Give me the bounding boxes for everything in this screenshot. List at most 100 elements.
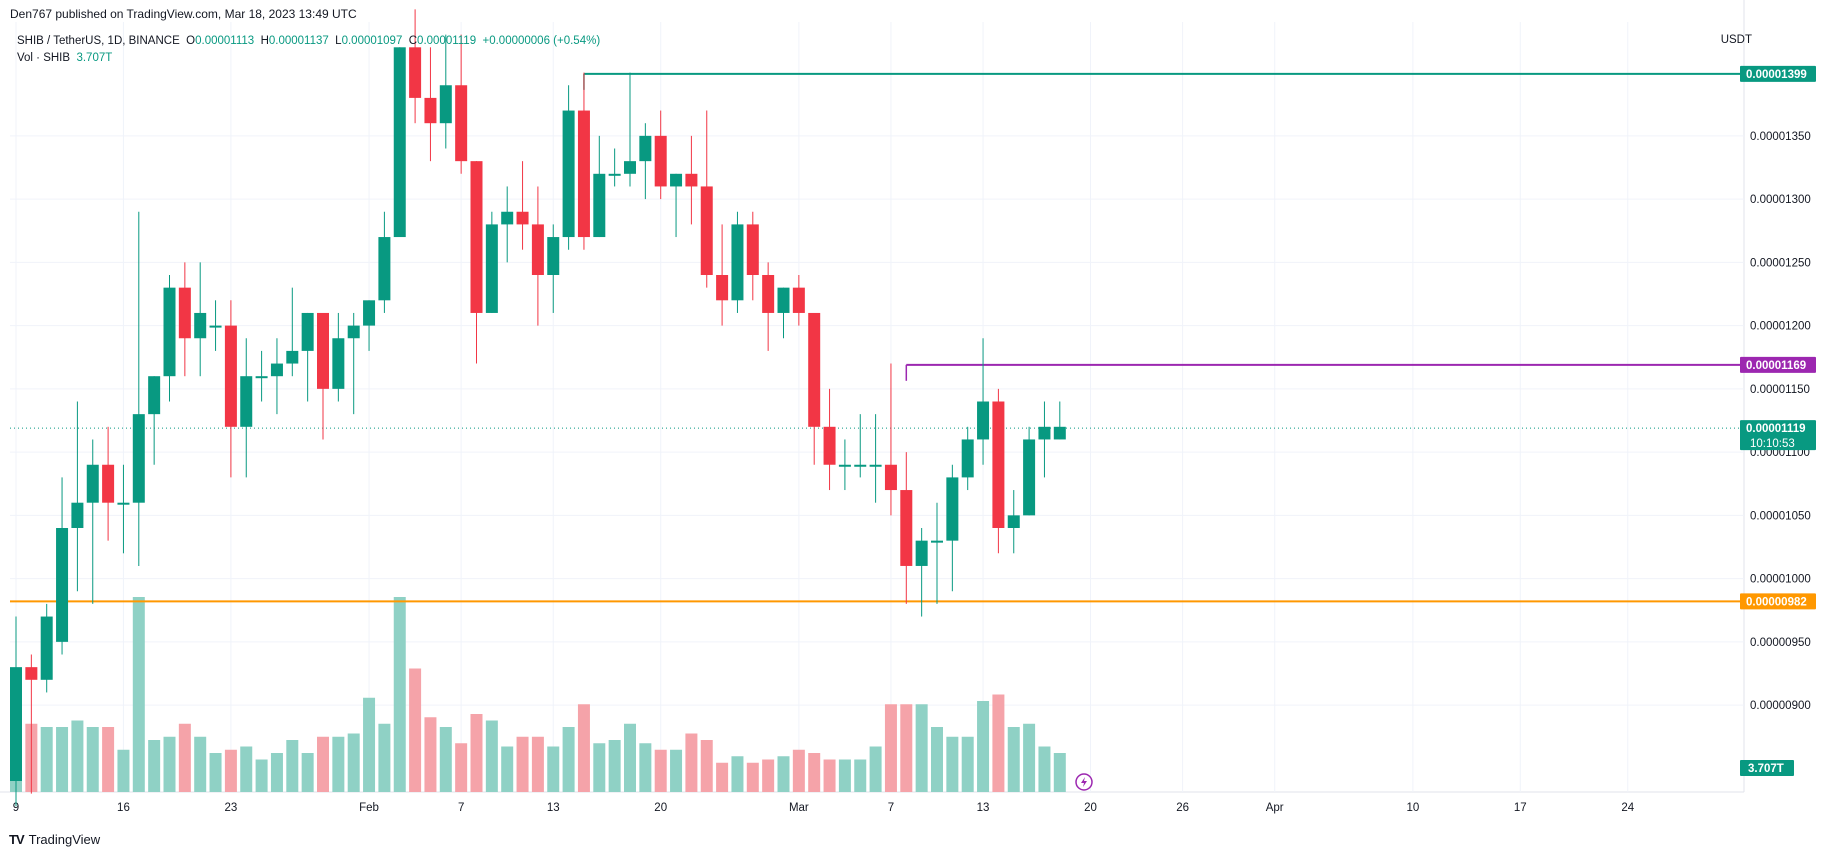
candle-body (1038, 426, 1051, 440)
volume-bar (608, 740, 621, 792)
y-tick-label: 0.00001300 (1750, 194, 1811, 206)
volume-bar (1023, 723, 1036, 792)
volume-bar (439, 727, 452, 792)
x-tick-label: 7 (888, 802, 894, 814)
countdown-label: 10:10:53 (1750, 438, 1795, 450)
volume-bar (869, 746, 882, 792)
tradingview-brand: TradingView (28, 832, 101, 847)
high-value: 0.00001137 (268, 35, 329, 47)
candle-body (547, 237, 560, 275)
volume-bar (378, 723, 391, 792)
candle-body (163, 287, 176, 377)
last-price-tag-bg (1740, 420, 1816, 451)
level-tag-mid-bg (1740, 356, 1816, 373)
symbol-name[interactable]: SHIB / TetherUS, 1D, BINANCE (17, 35, 180, 47)
volume-bar (670, 749, 683, 792)
candle-body (25, 667, 38, 680)
candle-body (393, 47, 406, 238)
volume-bar (270, 753, 283, 792)
volume-bar (286, 740, 299, 792)
x-tick-label: 20 (1084, 802, 1097, 814)
candle-body (854, 464, 867, 467)
candle-body (593, 173, 606, 238)
volume-bar (148, 740, 161, 792)
candle-body (148, 376, 161, 415)
candle-body (608, 173, 621, 176)
volume-line: Vol · SHIB 3.707T (17, 52, 112, 64)
tradingview-logo-icon: TV (9, 832, 25, 847)
candle-body (562, 110, 575, 238)
candle-body (102, 464, 115, 503)
candle-body (363, 300, 376, 326)
volume-bar (255, 759, 268, 792)
volume-bar (746, 762, 759, 792)
x-tick-label: 13 (977, 802, 990, 814)
y-tick-label: 0.00000950 (1750, 637, 1811, 649)
candle-body (332, 338, 345, 389)
volume-bar (424, 717, 437, 792)
x-tick-label: 26 (1176, 802, 1189, 814)
candle-body (455, 85, 468, 162)
volume-bar (900, 704, 913, 792)
published-line: Den767 published on TradingView.com, Mar… (10, 7, 357, 21)
level-tag-support: 0.00000982 (1746, 596, 1807, 608)
volume-bar (700, 740, 713, 792)
volume-bar (915, 704, 928, 792)
y-tick-label: 0.00001150 (1750, 384, 1810, 396)
change-value: +0.00000006 (+0.54%) (482, 35, 601, 47)
candle-body (961, 439, 974, 478)
candle-body (255, 376, 268, 379)
tradingview-footer[interactable]: TV TradingView (9, 832, 100, 847)
volume-bar (163, 736, 176, 792)
candle-body (624, 161, 636, 174)
candle-body (270, 363, 283, 377)
y-tick-label: 0.00001100 (1750, 447, 1810, 459)
volume-bar (624, 723, 636, 792)
last-price-tag: 0.00001119 (1746, 423, 1806, 435)
volume-label[interactable]: Vol · SHIB (17, 52, 71, 64)
volume-bar (838, 759, 851, 792)
candle-body (516, 211, 529, 225)
volume-bar (470, 714, 483, 792)
x-tick-label: 20 (654, 802, 667, 814)
candle-body (808, 312, 821, 427)
candle-body (470, 161, 483, 313)
volume-bar (516, 736, 529, 792)
volume-tag-bg (1740, 760, 1794, 776)
candle-body (178, 287, 191, 339)
volume-bar (961, 736, 974, 792)
candle-body (347, 325, 360, 339)
volume-bar (1053, 753, 1066, 792)
y-tick-label: 0.00001050 (1750, 510, 1811, 522)
candle-body (915, 540, 928, 566)
volume-bar (40, 727, 53, 792)
candle-body (240, 376, 253, 427)
volume-bar (639, 743, 652, 792)
lightning-glyph (1081, 777, 1087, 787)
volume-bar (731, 756, 744, 792)
x-tick-label: 10 (1406, 802, 1419, 814)
candle-body (40, 616, 53, 680)
volume-bar (884, 704, 897, 792)
level-tag-high-bg (1740, 65, 1816, 82)
volume-bar (1038, 746, 1051, 792)
candle-body (869, 464, 882, 467)
candle-body (577, 110, 590, 238)
volume-bar (992, 694, 1005, 792)
candle-body (823, 426, 836, 465)
candle-body (531, 224, 544, 275)
x-tick-label: 9 (13, 802, 19, 814)
y-tick-label: 0.00000900 (1750, 700, 1811, 712)
volume-bar (946, 736, 959, 792)
volume-bar (685, 733, 698, 792)
volume-value: 3.707T (76, 52, 113, 64)
x-tick-label: Mar (789, 802, 809, 814)
volume-bar (931, 727, 943, 792)
volume-bar (777, 756, 790, 792)
volume-bar (393, 597, 406, 792)
price-unit[interactable]: USDT (1720, 34, 1752, 46)
volume-bar (716, 762, 729, 792)
y-tick-label: 0.00001200 (1750, 321, 1811, 333)
candle-body (301, 312, 314, 351)
